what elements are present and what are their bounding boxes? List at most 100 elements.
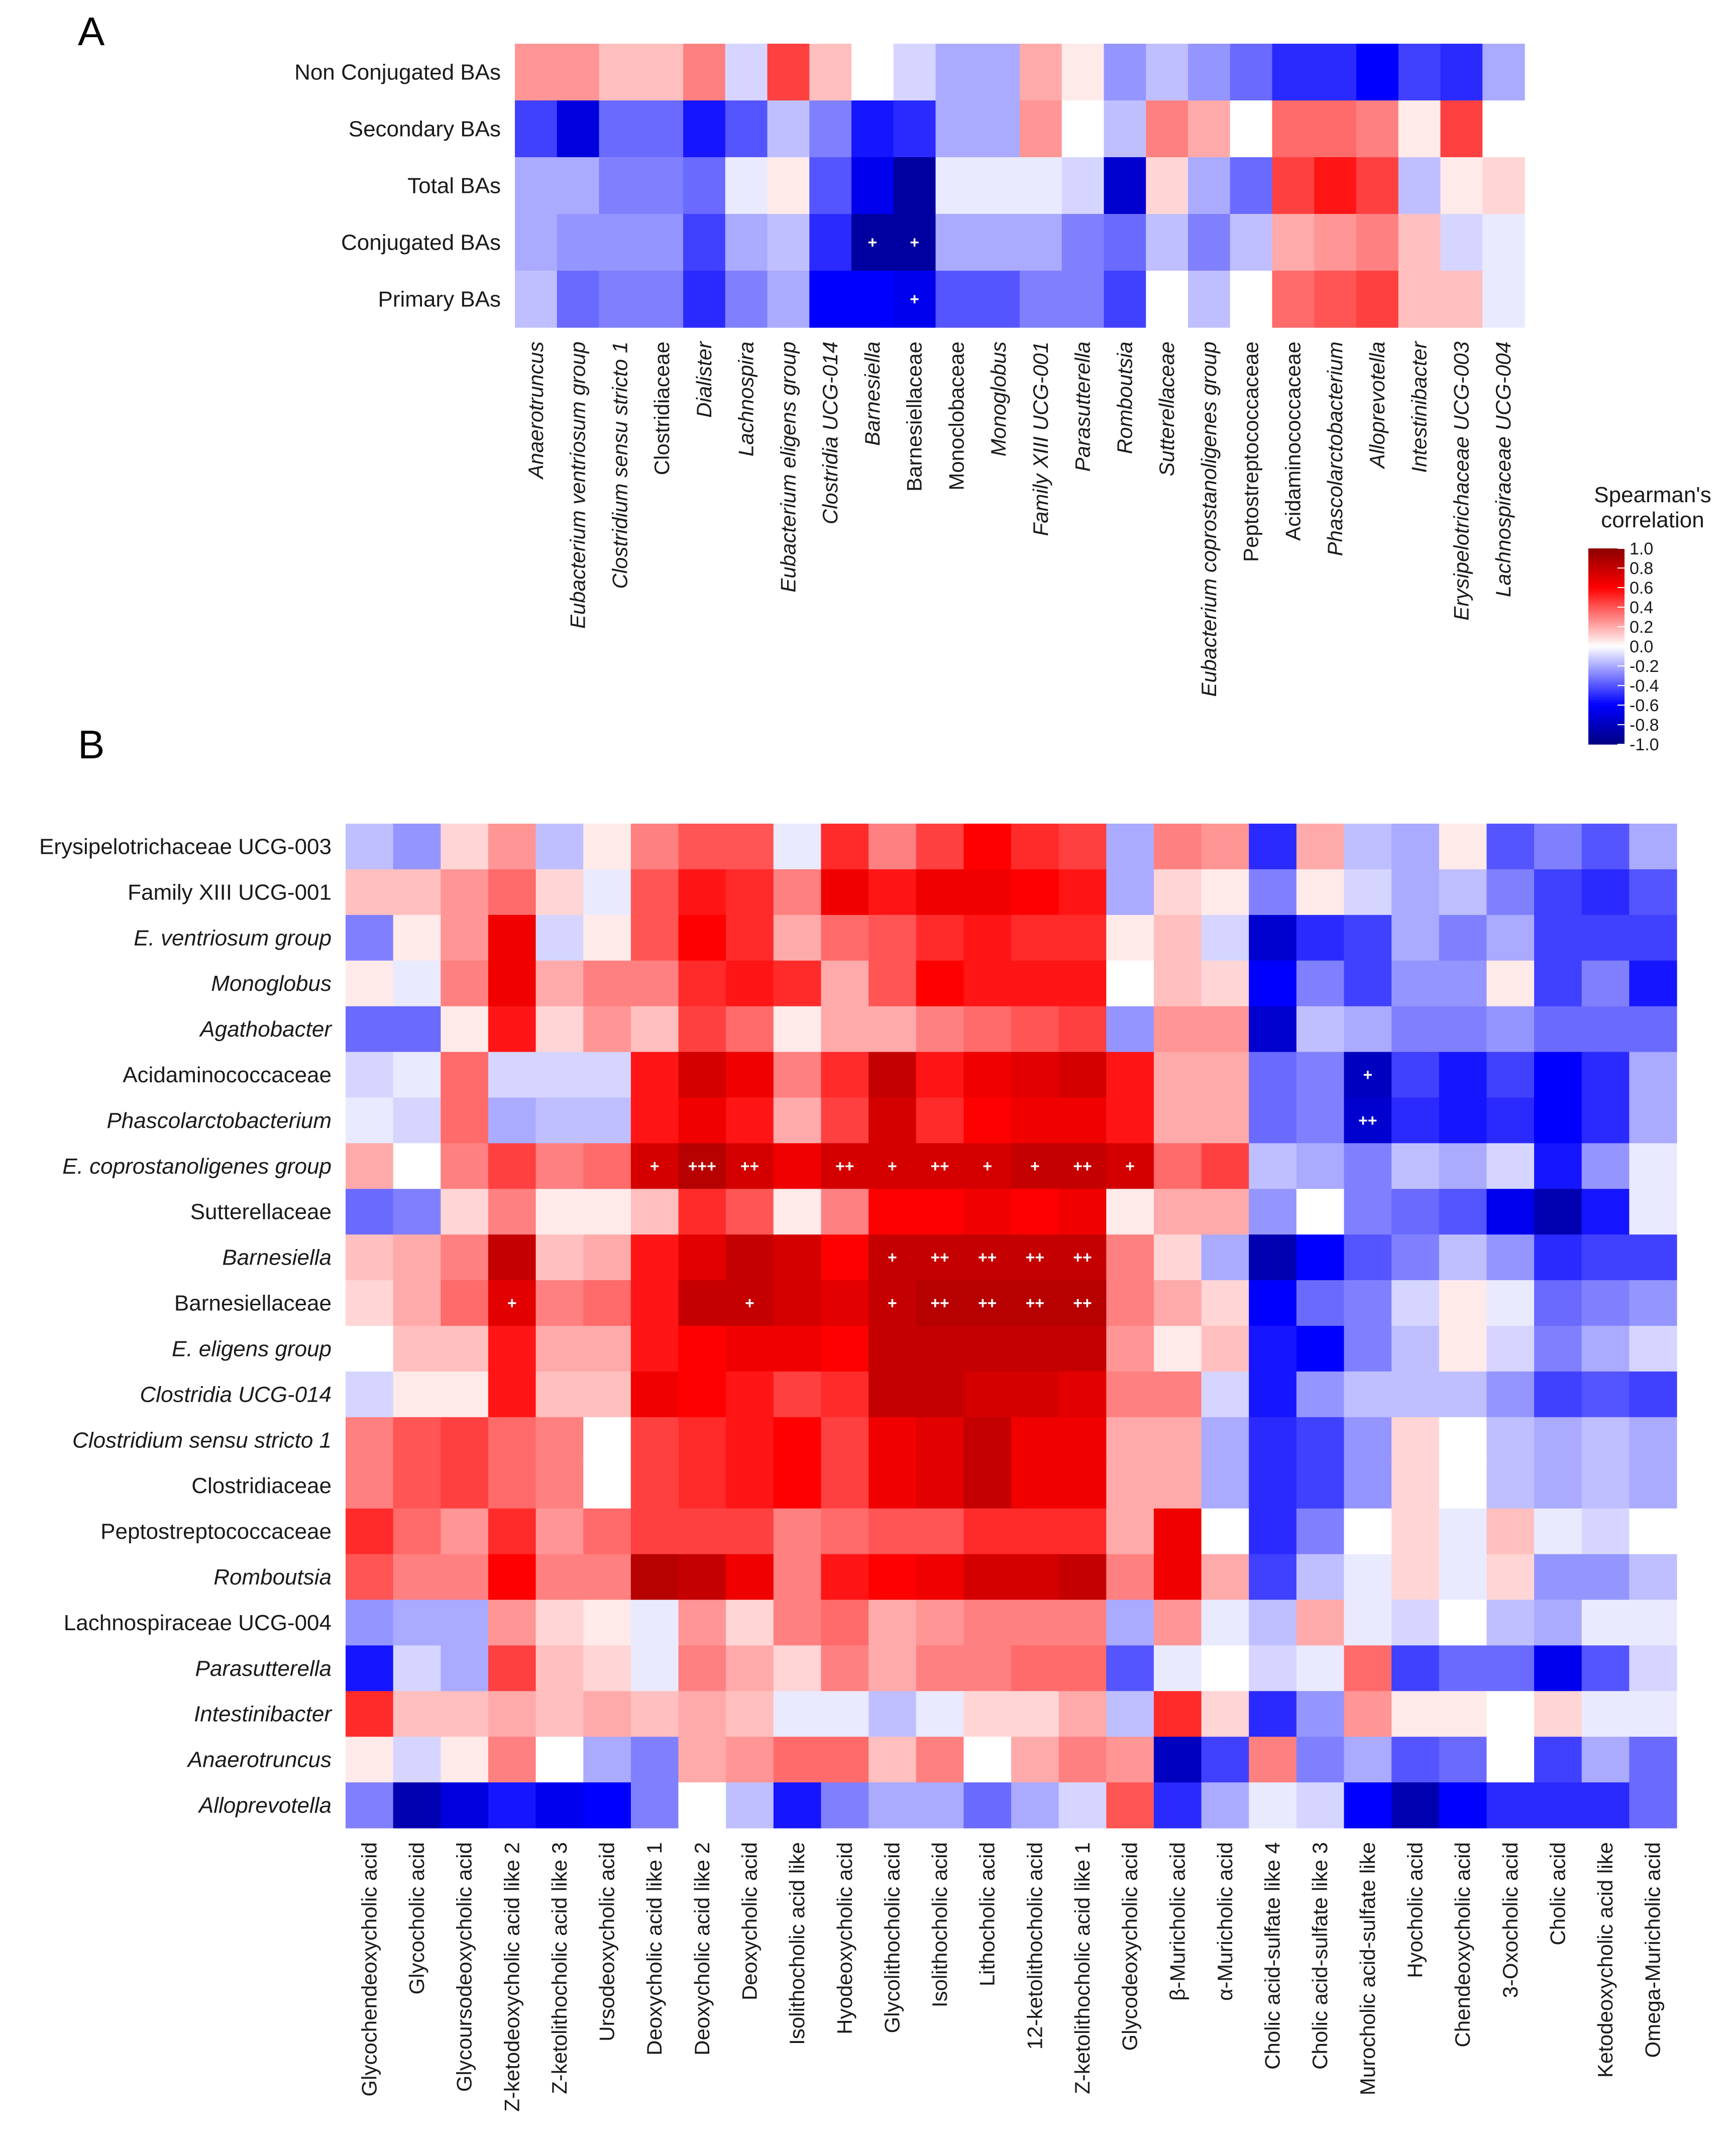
heatmap-cell [678,1508,726,1555]
heatmap-cell [630,1371,679,1418]
row-label: E. coprostanoligenes group [62,1154,332,1179]
heatmap-cell [488,1462,536,1509]
legend-swatch [1588,627,1625,630]
heatmap-cell [515,157,558,214]
heatmap-cell [1296,1006,1345,1053]
column-label: Cholic acid [1546,1842,1569,1945]
heatmap-cell [441,1417,489,1463]
legend-tick-label: 0.6 [1630,579,1653,598]
heatmap-cell [1356,214,1399,271]
heatmap-cell [1011,1280,1059,1326]
heatmap-cell [630,1508,679,1555]
heatmap-cell [821,1782,869,1829]
heatmap-cell [935,157,978,214]
heatmap-cell [515,100,558,158]
heatmap-cell [583,1371,631,1418]
heatmap-cell [1249,1462,1297,1509]
heatmap-cell [851,271,894,328]
heatmap-cell [725,157,768,214]
heatmap-cell [1439,1462,1487,1509]
heatmap-cell [916,1462,964,1509]
heatmap-cell [767,271,810,328]
heatmap-cell [1534,824,1582,870]
legend-swatch [1588,668,1625,671]
heatmap-cell [678,1371,726,1418]
heatmap-cell [346,1097,394,1144]
heatmap-cell [583,1234,631,1281]
significance-mark: ++ [1073,1157,1092,1175]
heatmap-cell [1249,1782,1297,1829]
heatmap-cell [1058,1097,1107,1144]
heatmap-cell [869,915,917,961]
heatmap-cell [1534,960,1582,1007]
heatmap-cell [1439,1554,1487,1601]
significance-mark: ++ [1026,1294,1044,1312]
heatmap-cell [599,271,641,328]
heatmap-cell [1153,869,1202,916]
column-label: β-Muricholic acid [1165,1842,1189,2001]
panel-label-b: B [78,722,104,767]
heatmap-cell [1249,915,1297,961]
heatmap-cell [809,44,852,101]
heatmap-cell [916,1645,964,1691]
column-label: Glycodeoxycholic acid [1118,1842,1142,2051]
heatmap-cell [916,1691,964,1737]
heatmap-cell [488,960,536,1007]
heatmap-cell [535,1326,584,1372]
legend-swatch [1588,570,1625,574]
heatmap-cell [1106,1554,1154,1601]
heatmap-cell [1581,1554,1630,1601]
heatmap-cell [1486,1052,1535,1098]
legend-swatch [1588,631,1625,635]
legend-swatch [1588,614,1625,618]
heatmap-cell [393,1508,441,1555]
heatmap-cell [1629,1371,1677,1418]
heatmap-cell [1020,100,1062,158]
heatmap-cell [346,1371,394,1418]
heatmap-cell [893,214,936,271]
heatmap-cell [725,100,768,158]
heatmap-cell [1272,44,1315,101]
heatmap-cell [869,824,917,870]
heatmap-cell [678,1234,726,1281]
heatmap-cell [1296,824,1345,870]
legend-ticks: 1.00.80.60.40.20.0-0.2-0.4-0.6-0.8-1.0 [1617,539,1659,754]
heatmap-cell [1629,1280,1677,1326]
significance-mark: + [888,1294,897,1312]
heatmap-cell [641,214,684,271]
heatmap-cell [773,1737,822,1783]
heatmap-cell [851,100,894,158]
heatmap-cell [869,1143,917,1189]
heatmap-cell [1391,1326,1440,1372]
row-label: Anaerotruncus [186,1748,332,1772]
heatmap-cell [935,214,978,271]
heatmap-cell [441,1052,489,1098]
heatmap-cell [1534,1462,1582,1509]
heatmap-cell [978,44,1020,101]
heatmap-cell [869,960,917,1007]
heatmap-cell [1344,824,1392,870]
heatmap-cell [1058,1691,1107,1737]
legend-swatch [1588,612,1625,615]
heatmap-cell [1439,1508,1487,1555]
heatmap-cell [441,915,489,961]
heatmap-cell [557,44,600,101]
heatmap-b: ++++ +++ ++ ++ + ++ + + ++ ++ ++ ++ ++ +++ + + ++ ++ ++ ++E… [39,824,1677,2112]
heatmap-cell [393,1737,441,1783]
legend-swatch [1588,600,1625,603]
significance-mark: + [650,1157,660,1175]
heatmap-cell [1058,1462,1107,1509]
heatmap-cell [869,1417,917,1463]
heatmap-cell [1629,1737,1677,1783]
legend-swatch [1588,690,1625,694]
heatmap-cell [1629,1143,1677,1189]
heatmap-cell [441,1600,489,1646]
legend-swatch [1588,707,1625,711]
heatmap-cell [963,1737,1012,1783]
row-label: Acidaminococcaceae [123,1063,332,1087]
heatmap-cell [1482,100,1525,158]
significance-mark: +++ [688,1157,716,1175]
column-label: Hyodeoxycholic acid [833,1842,856,2034]
heatmap-cell [1201,1006,1249,1053]
heatmap-cell [1391,1234,1440,1281]
